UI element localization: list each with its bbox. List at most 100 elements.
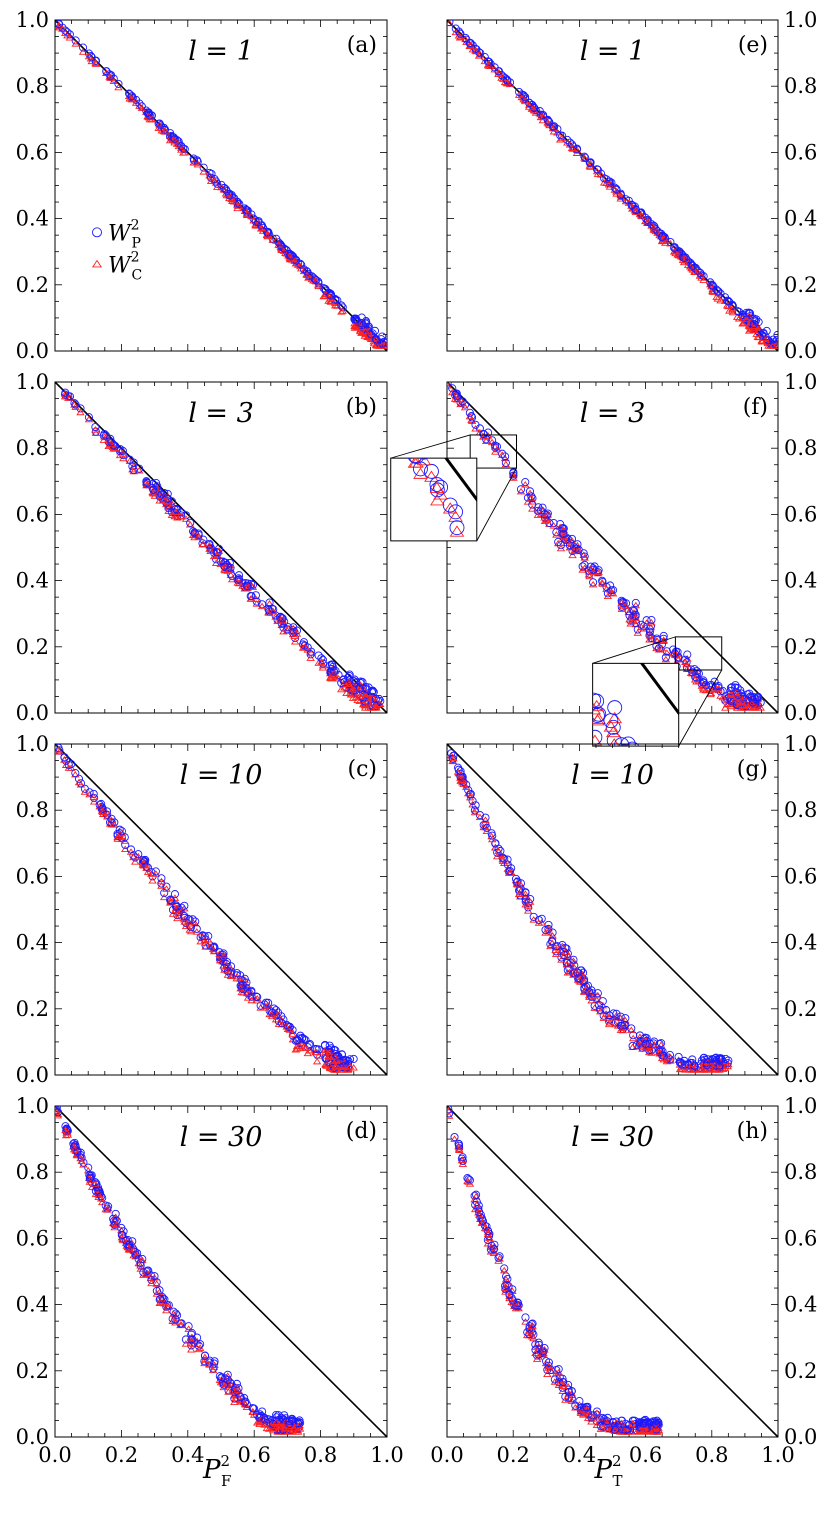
wp-point (659, 1051, 668, 1060)
wp-point (688, 1055, 697, 1064)
wp-point (160, 125, 170, 134)
wc-point (687, 1060, 697, 1068)
wp-point (707, 682, 716, 691)
wc-point (219, 951, 228, 958)
wp-point (534, 915, 543, 925)
wc-point (449, 754, 458, 762)
wc-point (76, 408, 85, 416)
wc-point (617, 1422, 626, 1430)
wc-point (503, 78, 512, 86)
wc-point (597, 579, 607, 586)
y-tick-label: 0.6 (16, 502, 49, 526)
wc-point (449, 525, 465, 537)
wc-point (164, 503, 173, 511)
wc-point (243, 211, 253, 218)
wp-point (101, 431, 111, 440)
wc-point (550, 1378, 560, 1385)
wc-point (592, 712, 607, 724)
zoom-region (469, 434, 518, 469)
wc-point (454, 1146, 464, 1153)
wp-point (586, 562, 595, 571)
x-tick-label: 0.8 (304, 1443, 337, 1467)
wc-point (165, 899, 175, 906)
x-tick-label: 1.0 (370, 1443, 403, 1467)
wc-point (377, 342, 387, 349)
wc-point (243, 994, 253, 1001)
y-tick-label: 0.6 (784, 1226, 817, 1250)
wp-point (526, 894, 535, 904)
wc-point (90, 1180, 100, 1187)
wc-point (246, 595, 255, 602)
l-value-label: l = 3 (188, 398, 254, 429)
wp-point (528, 500, 537, 509)
wc-point (257, 1414, 267, 1422)
wp-point (748, 698, 757, 707)
wc-point (448, 510, 463, 522)
y-tick-label: 0.2 (16, 273, 49, 297)
wc-point (71, 1146, 80, 1153)
wp-point (306, 650, 315, 659)
wp-point (232, 1379, 241, 1388)
wp-point (71, 36, 80, 45)
wp-point (540, 510, 549, 519)
wc-point (148, 877, 157, 884)
wc-point (367, 704, 377, 711)
wc-point (55, 1110, 63, 1117)
wc-point (208, 1366, 218, 1374)
wp-point (498, 853, 507, 862)
wp-point (530, 104, 539, 113)
wc-point (534, 1353, 543, 1360)
y-tick-label: 0.6 (16, 1226, 49, 1250)
wp-point (621, 1020, 630, 1029)
wp-point (452, 391, 461, 400)
wc-point (639, 1037, 649, 1045)
wc-point (199, 168, 208, 175)
wp-point (151, 867, 160, 876)
wp-point (688, 261, 697, 270)
wc-point (621, 602, 631, 610)
wp-point (152, 1286, 161, 1295)
wc-point (257, 602, 267, 610)
wp-point (357, 318, 366, 328)
wp-point (561, 1392, 570, 1401)
wp-point (70, 1143, 79, 1152)
wc-point (137, 104, 147, 111)
wp-point (471, 801, 480, 810)
y-tick-label: 1.0 (16, 1094, 49, 1118)
wp-point (521, 888, 530, 897)
wp-point (219, 957, 228, 966)
wp-point (210, 1357, 219, 1366)
wc-point (96, 1195, 106, 1202)
wp-point (210, 942, 219, 951)
wp-point (376, 697, 385, 706)
wp-point (606, 733, 622, 747)
wc-point (84, 415, 94, 423)
wp-point (140, 857, 150, 866)
wc-point (454, 1145, 464, 1152)
wc-point (215, 950, 224, 957)
wp-point (670, 649, 679, 658)
wp-point (742, 308, 751, 317)
wc-point (742, 315, 751, 323)
legend-marker (92, 227, 102, 238)
wc-point (552, 531, 561, 538)
wp-point (337, 301, 346, 310)
wp-point (447, 382, 452, 387)
wp-point (79, 43, 88, 52)
wc-point (171, 508, 181, 515)
y-tick-label: 0.2 (784, 997, 817, 1021)
y-tick-label: 0.0 (784, 1063, 817, 1087)
wp-point (107, 438, 116, 447)
wp-point (509, 469, 518, 478)
wp-point (199, 535, 208, 544)
wp-point (223, 1375, 232, 1385)
wc-point (345, 1062, 355, 1070)
legend-sup: 2 (131, 217, 140, 233)
wp-point (166, 896, 175, 905)
wc-point (361, 693, 370, 700)
wc-point (599, 179, 609, 186)
wp-point (724, 296, 733, 306)
wp-point (625, 611, 634, 620)
wp-point (109, 1214, 118, 1223)
wp-point (74, 774, 84, 783)
